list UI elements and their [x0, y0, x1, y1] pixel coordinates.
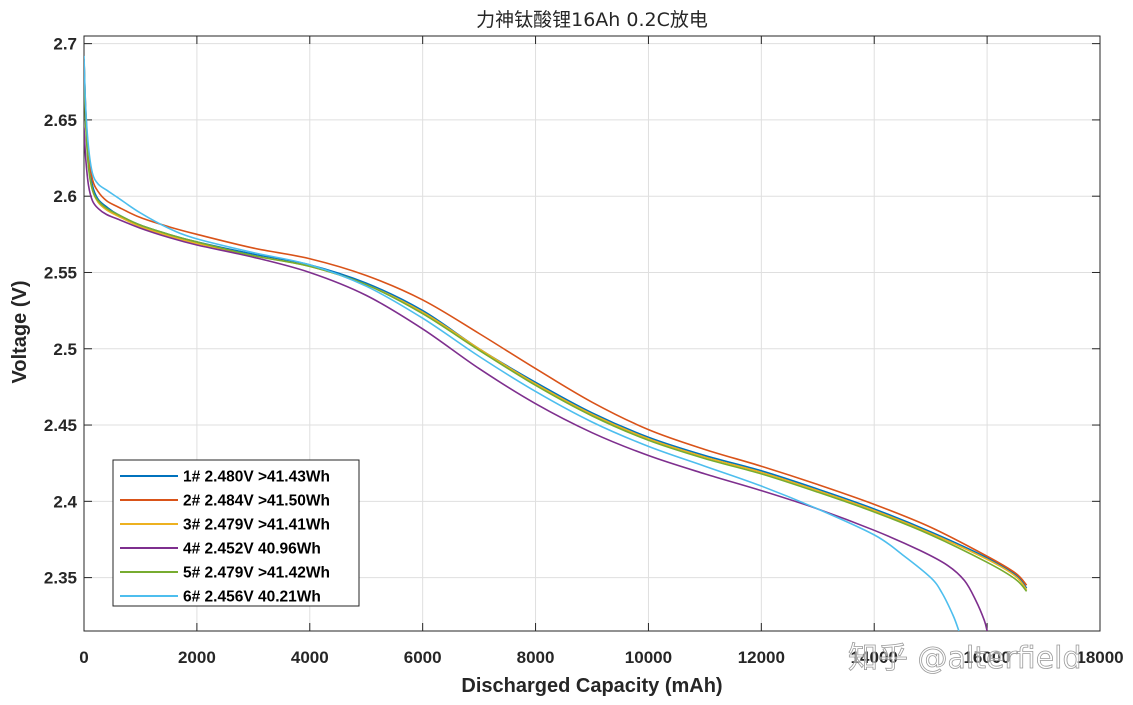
watermark: 知乎 @alterfield: [848, 641, 1082, 676]
x-tick-label: 4000: [291, 648, 329, 667]
y-tick-label: 2.45: [44, 416, 77, 435]
series-line-1: [84, 58, 1028, 589]
legend-label-2: 2# 2.484V >41.50Wh: [183, 493, 330, 510]
series-line-4: [84, 127, 988, 631]
legend-label-6: 6# 2.456V 40.21Wh: [183, 589, 321, 606]
chart-title: 力神钛酸锂16Ah 0.2C放电: [476, 9, 708, 31]
legend-box: [112, 459, 360, 607]
x-tick-label: 10000: [625, 648, 672, 667]
x-tick-label: 18000: [1076, 648, 1123, 667]
series-line-3: [84, 61, 1028, 591]
x-tick-label: 6000: [404, 648, 442, 667]
y-tick-label: 2.65: [44, 111, 77, 130]
y-tick-label: 2.35: [44, 569, 77, 588]
x-tick-label: 8000: [517, 648, 555, 667]
legend-label-3: 3# 2.479V >41.41Wh: [183, 517, 330, 534]
series-line-6: [84, 55, 960, 631]
x-axis-label: Discharged Capacity (mAh): [461, 675, 722, 697]
y-tick-label: 2.55: [44, 263, 77, 282]
axes: [83, 35, 1101, 632]
x-tick-label: 12000: [738, 648, 785, 667]
series-lines: [84, 55, 1028, 631]
axes-box: [83, 35, 1101, 632]
x-tick-label: 2000: [178, 648, 216, 667]
legend-label-1: 1# 2.480V >41.43Wh: [183, 469, 330, 486]
legend-label-4: 4# 2.452V 40.96Wh: [183, 541, 321, 558]
x-tick-label: 0: [79, 648, 88, 667]
legend: 1# 2.480V >41.43Wh 2# 2.484V >41.50Wh 3# 2…: [112, 459, 360, 607]
y-tick-label: 2.7: [53, 35, 77, 54]
x-tick-label: 14000: [851, 648, 898, 667]
y-tick-label: 2.5: [53, 340, 77, 359]
tick-labels: 0 2000 4000 6000 8000 10000 12000 14000 16000 180…: [44, 35, 1124, 667]
y-tick-label: 2.6: [53, 187, 77, 206]
series-line-5: [84, 64, 1028, 592]
legend-label-5: 5# 2.479V >41.42Wh: [183, 565, 330, 582]
x-tick-label: 16000: [963, 648, 1010, 667]
y-tick-label: 2.4: [53, 492, 77, 511]
y-axis-label: Voltage (V): [9, 281, 31, 384]
series-line-2: [84, 58, 1028, 586]
